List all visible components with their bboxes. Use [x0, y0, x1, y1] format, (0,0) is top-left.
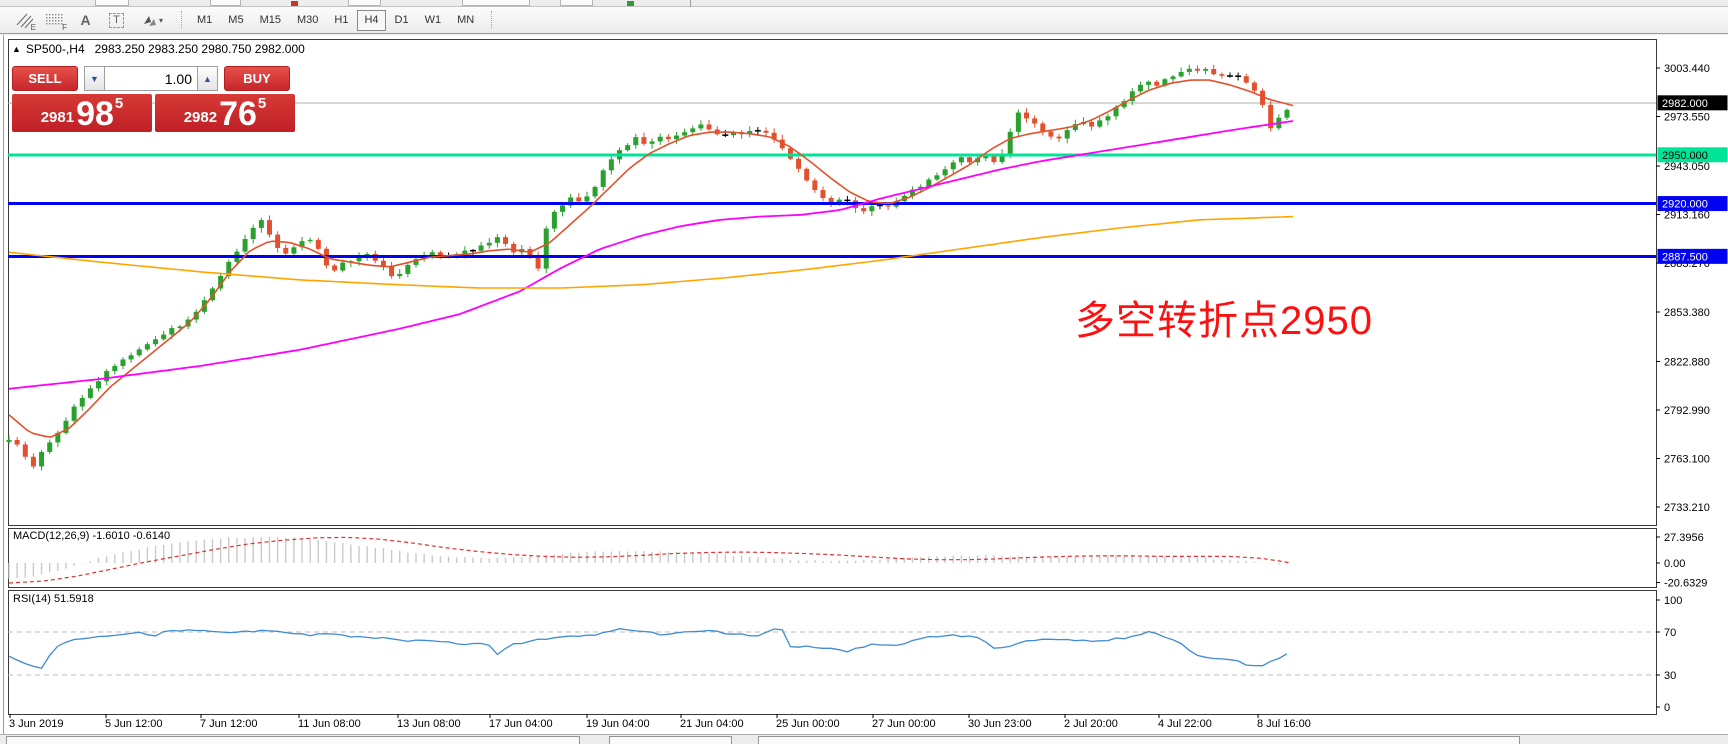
chart-toolbar: E F A T ▾ M1 M5 M15 M30 H1 H4 D1 W1 MN — [0, 7, 1728, 34]
time-axis-label: 13 Jun 08:00 — [397, 718, 461, 730]
buy-price-sup: 5 — [257, 95, 267, 112]
chart-tab-clipped[interactable] — [609, 736, 732, 744]
chart-title: ▲ SP500-,H4 2983.250 2983.250 2980.750 298… — [12, 42, 305, 56]
price-axis-tick: 3003.440 — [1664, 63, 1710, 75]
equidistant-channel-icon[interactable]: E — [10, 10, 37, 32]
hline-2950-badge — [1657, 147, 1728, 163]
sell-price-big: 98 — [76, 94, 114, 133]
ma-mid-line — [8, 120, 1294, 390]
timeframe-button-H4[interactable]: H4 — [357, 9, 386, 31]
sell-price-display[interactable]: 2981 98 5 — [12, 94, 152, 132]
ma-slow-line — [8, 215, 1294, 289]
price-axis-tick: 2733.210 — [1664, 502, 1710, 514]
time-axis-label: 2 Jul 20:00 — [1064, 718, 1118, 730]
sell-price-sup: 5 — [114, 95, 124, 112]
rsi-axis-tick: 100 — [1664, 595, 1682, 607]
time-axis-label: 7 Jun 12:00 — [200, 718, 258, 730]
hline-2920-badge — [1657, 196, 1728, 212]
chart-annotation[interactable]: 多空转折点2950 — [1075, 299, 1373, 343]
toolbar-fragment — [627, 1, 634, 6]
hline-2887-badge-label: 2887.500 — [1662, 251, 1708, 263]
timeframe-button-MN[interactable]: MN — [457, 14, 475, 26]
price-axis-tick: 2792.990 — [1664, 405, 1710, 417]
collapse-icon[interactable]: ▲ — [12, 44, 21, 54]
timeframe-button-M1[interactable]: M1 — [197, 14, 213, 26]
toolbar-fragment — [560, 0, 593, 6]
buy-price-stem: 2982 — [183, 109, 218, 126]
timeframe-button-M5[interactable]: M5 — [228, 14, 244, 26]
text-label-icon[interactable]: A — [80, 12, 91, 28]
toolbar-fragment — [348, 0, 381, 6]
hline-2950-badge-label: 2950.000 — [1662, 150, 1708, 162]
buy-price-display[interactable]: 2982 76 5 — [155, 94, 295, 132]
macd-axis-tick: -20.6329 — [1664, 578, 1707, 590]
time-axis-label: 11 Jun 08:00 — [298, 718, 361, 730]
sell-price-stem: 2981 — [40, 109, 75, 126]
price-axis-tick: 2853.380 — [1664, 307, 1710, 319]
chart-symbol-timeframe: SP500-,H4 — [25, 42, 85, 56]
timeframe-button-H1[interactable]: H1 — [334, 14, 349, 26]
chart-ohlc-values: 2983.250 2983.250 2980.750 2982.000 — [94, 42, 305, 56]
timeframe-button-W1[interactable]: W1 — [424, 14, 442, 26]
time-axis-label: 25 Jun 00:00 — [776, 718, 840, 730]
arrow-objects-icon[interactable]: ▾ — [134, 10, 170, 31]
toolbar-fragment — [690, 0, 691, 7]
timeframe-button-D1[interactable]: D1 — [394, 14, 409, 26]
hline-2920-badge-label: 2920.000 — [1662, 199, 1708, 211]
time-axis-label: 21 Jun 04:00 — [680, 718, 744, 730]
chart-tabs-bar-clipped — [0, 734, 1728, 744]
buy-price-big: 76 — [219, 94, 257, 133]
fibo-grid-icon[interactable]: F — [41, 10, 68, 32]
macd-axis-tick: 27.3956 — [1664, 532, 1704, 544]
time-axis-label: 8 Jul 16:00 — [1257, 718, 1311, 730]
sell-button[interactable]: SELL — [12, 66, 78, 91]
last-price-badge — [1657, 95, 1728, 111]
upper-toolbar-clipped — [0, 0, 1728, 7]
timeframe-button-M30[interactable]: M30 — [296, 14, 319, 26]
chart-tab-clipped[interactable] — [758, 736, 1520, 744]
toolbar-fragment — [95, 0, 129, 6]
text-box-icon[interactable]: T — [103, 10, 130, 31]
hline-2887-badge — [1657, 248, 1728, 264]
time-axis-label: 30 Jun 23:00 — [968, 718, 1032, 730]
time-axis-label: 5 Jun 12:00 — [105, 718, 163, 730]
toolbar-fragment — [210, 0, 241, 6]
ma-fast-line — [8, 79, 1294, 438]
price-axis-tick: 2913.160 — [1664, 210, 1710, 222]
volume-input[interactable] — [105, 66, 197, 91]
macd-indicator-label: MACD(12,26,9) -1.6010 -0.6140 — [13, 530, 171, 542]
time-axis-label: 17 Jun 04:00 — [489, 718, 553, 730]
volume-decrease-icon[interactable]: ▼ — [84, 66, 105, 91]
rsi-axis-tick: 30 — [1664, 670, 1676, 682]
rsi-indicator-label: RSI(14) 51.5918 — [13, 593, 94, 605]
price-axis-tick: 2973.550 — [1664, 112, 1710, 124]
price-axis-tick: 2943.050 — [1664, 161, 1710, 173]
macd-axis-tick: 0.00 — [1664, 558, 1685, 570]
volume-increase-icon[interactable]: ▲ — [197, 66, 218, 91]
time-axis-label: 4 Jul 22:00 — [1158, 718, 1212, 730]
volume-stepper: ▼ ▲ — [84, 66, 218, 91]
chart-tab-clipped[interactable] — [6, 736, 580, 744]
time-axis-label: 19 Jun 04:00 — [586, 718, 650, 730]
time-axis-label: 3 Jun 2019 — [9, 718, 63, 730]
price-axis-tick: 2763.100 — [1664, 453, 1710, 465]
rsi-axis-tick: 70 — [1664, 627, 1676, 639]
timeframe-group: M1 M5 M15 M30 H1 H4 D1 W1 MN — [189, 9, 482, 31]
last-price-badge-label: 2982.000 — [1662, 98, 1708, 110]
toolbar-separator — [181, 11, 183, 29]
rsi-axis-tick: 0 — [1664, 702, 1670, 714]
toolbar-fragment — [462, 0, 530, 6]
time-axis-label: 27 Jun 00:00 — [872, 718, 936, 730]
toolbar-separator — [491, 11, 493, 29]
buy-button[interactable]: BUY — [224, 66, 290, 91]
timeframe-button-M15[interactable]: M15 — [259, 14, 281, 26]
toolbar-fragment — [291, 1, 298, 6]
price-axis-tick: 2822.880 — [1664, 356, 1710, 368]
